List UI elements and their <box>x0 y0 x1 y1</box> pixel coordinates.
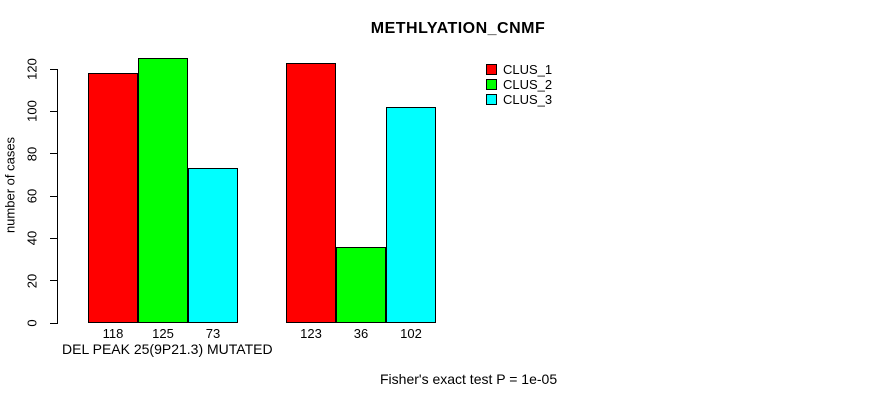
bar-clus_1-group2 <box>286 63 336 323</box>
fisher-test-annotation: Fisher's exact test P = 1e-05 <box>380 371 558 387</box>
bar-clus_3-group2 <box>386 107 436 323</box>
legend-label: CLUS_2 <box>503 77 553 92</box>
y-tick-mark <box>50 322 58 324</box>
y-tick-mark <box>50 110 58 112</box>
chart-title: METHLYATION_CNMF <box>370 20 546 37</box>
x-axis-label: DEL PEAK 25(9P21.3) MUTATED <box>62 341 273 357</box>
y-tick-mark <box>50 153 58 155</box>
y-axis-label: number of cases <box>2 136 18 234</box>
legend-item-clus_2: CLUS_2 <box>486 77 552 92</box>
y-tick-label: 100 <box>24 100 40 123</box>
bar-value-label: 36 <box>353 326 369 341</box>
y-tick-label: 60 <box>24 188 40 204</box>
bar-value-label: 123 <box>300 326 322 341</box>
bar-clus_1-group1 <box>88 73 138 323</box>
y-tick-label: 0 <box>24 319 40 327</box>
bar-value-label: 102 <box>400 326 422 341</box>
y-tick-label: 40 <box>24 231 40 246</box>
legend-swatch-icon <box>486 79 497 90</box>
legend-label: CLUS_3 <box>503 92 553 107</box>
legend-swatch-icon <box>486 94 497 105</box>
bar-clus_2-group1 <box>138 58 188 323</box>
y-tick-label: 120 <box>24 58 40 80</box>
legend-swatch-icon <box>486 64 497 75</box>
bar-value-label: 125 <box>152 326 174 341</box>
legend-item-clus_1: CLUS_1 <box>486 62 552 77</box>
legend-label: CLUS_1 <box>503 62 553 77</box>
y-tick-mark <box>50 195 58 197</box>
y-tick-mark <box>50 280 58 282</box>
y-tick-mark <box>50 68 58 70</box>
legend-item-clus_3: CLUS_3 <box>486 92 552 107</box>
bar-value-label: 118 <box>102 326 124 341</box>
y-tick-label: 80 <box>24 146 40 161</box>
y-tick-mark <box>50 237 58 239</box>
y-tick-label: 20 <box>24 273 40 288</box>
bar-value-label: 73 <box>205 326 221 341</box>
bar-clus_3-group1 <box>188 168 238 323</box>
bar-clus_2-group2 <box>336 247 386 323</box>
